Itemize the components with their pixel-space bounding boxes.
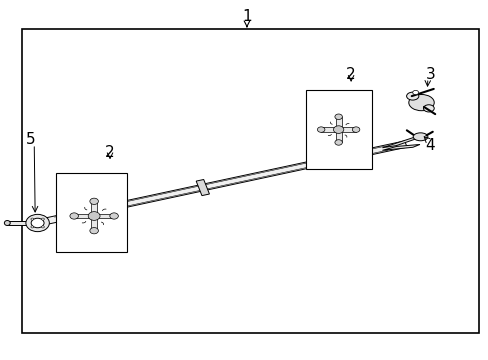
Ellipse shape [31, 218, 44, 228]
Ellipse shape [334, 140, 342, 145]
Ellipse shape [88, 212, 100, 220]
Ellipse shape [408, 95, 433, 111]
Ellipse shape [412, 133, 427, 141]
Ellipse shape [26, 214, 49, 231]
Ellipse shape [31, 226, 34, 228]
Text: 2: 2 [346, 67, 355, 82]
Bar [56, 173, 127, 252]
Polygon shape [382, 138, 419, 148]
Ellipse shape [90, 228, 98, 234]
Ellipse shape [406, 92, 418, 100]
Ellipse shape [90, 198, 98, 204]
Text: 4: 4 [425, 138, 434, 153]
Text: 1: 1 [242, 9, 251, 24]
Polygon shape [35, 141, 407, 226]
Text: 2: 2 [105, 145, 115, 160]
Ellipse shape [41, 218, 44, 220]
Text: 3: 3 [425, 67, 434, 82]
Ellipse shape [333, 126, 343, 134]
Polygon shape [7, 221, 34, 225]
Bar [22, 29, 478, 333]
Ellipse shape [352, 127, 359, 132]
Text: 5: 5 [25, 132, 35, 147]
Bar [305, 90, 371, 169]
Polygon shape [382, 144, 419, 150]
Ellipse shape [317, 127, 324, 132]
Ellipse shape [423, 105, 433, 112]
Polygon shape [91, 201, 97, 215]
Ellipse shape [412, 90, 418, 95]
Ellipse shape [110, 213, 118, 219]
Polygon shape [91, 217, 97, 231]
Polygon shape [321, 127, 336, 132]
Ellipse shape [70, 213, 78, 219]
Ellipse shape [31, 218, 34, 220]
Polygon shape [196, 180, 209, 195]
Polygon shape [74, 213, 92, 219]
Ellipse shape [334, 114, 342, 120]
Ellipse shape [4, 221, 10, 225]
Polygon shape [335, 117, 341, 128]
Polygon shape [340, 127, 355, 132]
Ellipse shape [41, 226, 44, 228]
Polygon shape [335, 131, 341, 143]
Polygon shape [96, 213, 114, 219]
